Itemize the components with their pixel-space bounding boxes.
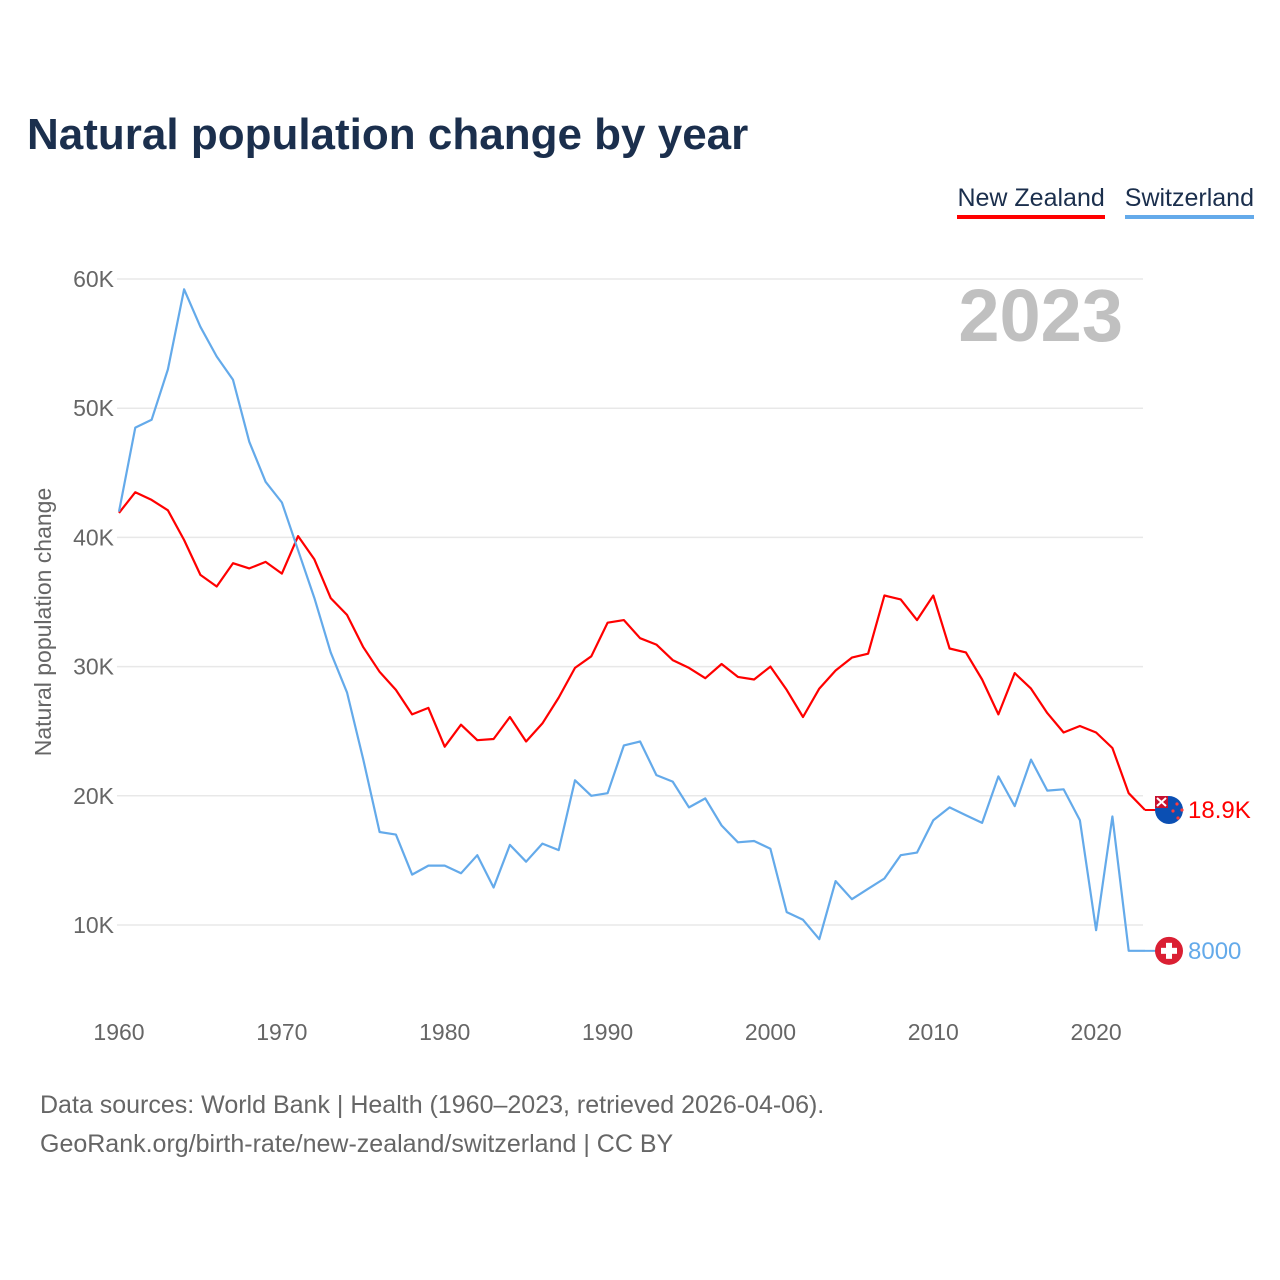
y-axis-label: Natural population change: [30, 488, 56, 757]
flag-star: [1176, 816, 1180, 820]
x-tick-label: 2000: [745, 1019, 796, 1045]
y-tick-label: 60K: [73, 266, 115, 292]
x-tick-label: 1980: [419, 1019, 470, 1045]
source-link[interactable]: GeoRank.org/birth-rate/new-zealand/switz…: [40, 1130, 674, 1158]
chart-title: Natural population change by year: [27, 110, 749, 159]
x-tick-label: 1990: [582, 1019, 633, 1045]
flag-star: [1175, 802, 1179, 806]
switzerland-flag-icon: [1155, 936, 1183, 965]
series-line-switzerland: [117, 288, 1145, 952]
new-zealand-flag-icon: [1155, 796, 1184, 825]
x-tick-label: 2020: [1071, 1019, 1122, 1045]
y-tick-label: 20K: [73, 783, 115, 809]
y-tick-label: 50K: [73, 395, 115, 421]
x-tick-label: 1960: [93, 1019, 144, 1045]
flag-star: [1180, 808, 1184, 812]
legend-item-new-zealand[interactable]: New Zealand: [957, 184, 1105, 219]
flag-cross-h: [1161, 947, 1177, 954]
legend: New Zealand Switzerland: [957, 184, 1254, 219]
y-tick-label: 40K: [73, 524, 115, 550]
data-source-text: Data sources: World Bank | Health (1960–…: [40, 1091, 825, 1119]
end-value-label: 8000: [1188, 938, 1241, 965]
current-year-label: 2023: [958, 274, 1123, 357]
x-tick-label: 1970: [256, 1019, 307, 1045]
x-tick-label: 2010: [908, 1019, 959, 1045]
footer: Data sources: World Bank | Health (1960–…: [40, 1086, 824, 1164]
end-value-label: 18.9K: [1188, 797, 1251, 824]
y-tick-label: 30K: [73, 654, 115, 680]
flag-star: [1171, 809, 1175, 813]
flag-cross: [1156, 797, 1167, 807]
legend-item-switzerland[interactable]: Switzerland: [1124, 184, 1254, 219]
y-tick-label: 10K: [73, 912, 115, 938]
series-line-new-zealand: [118, 491, 1146, 811]
